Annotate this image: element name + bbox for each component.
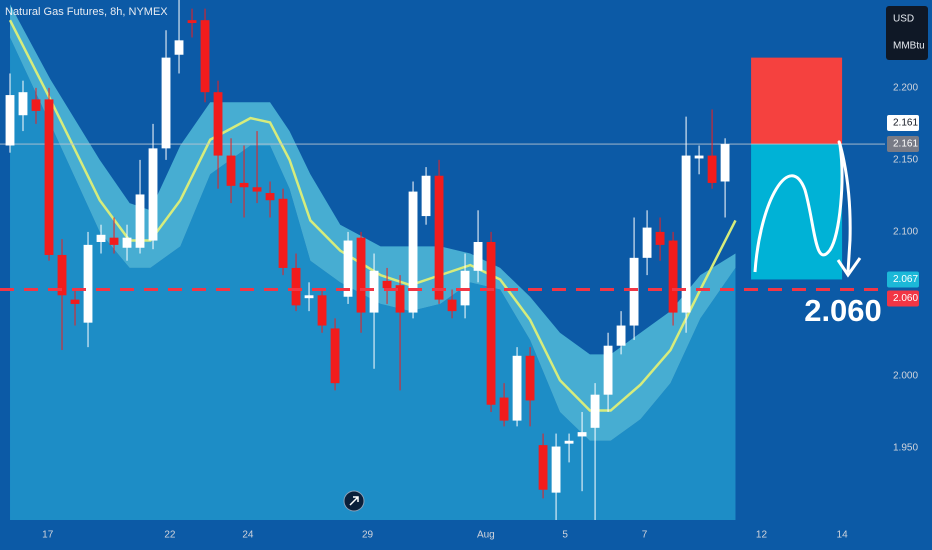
price-label-box: [887, 115, 919, 132]
y-tick-label: 1.950: [893, 443, 918, 454]
candle-body: [538, 445, 548, 490]
candle-body: [382, 280, 392, 289]
price-label-box: [887, 290, 919, 307]
candle-body: [31, 99, 41, 111]
candle-layer: [5, 0, 730, 520]
candle-body: [720, 144, 730, 182]
candle-body: [226, 155, 236, 186]
price-label: 2.060: [893, 293, 918, 304]
candle-body: [5, 95, 15, 146]
candle-body: [252, 187, 262, 192]
candle-body: [642, 227, 652, 258]
candle-body: [603, 345, 613, 395]
candle-body: [83, 244, 93, 323]
currency: USD: [893, 14, 914, 25]
band: [10, 4, 736, 441]
x-tick-label: 24: [242, 530, 254, 541]
candle-body: [421, 175, 431, 217]
y-tick-label: 2.200: [893, 83, 918, 94]
candle-body: [239, 182, 249, 188]
candle-body: [317, 295, 327, 326]
time-scale: [0, 520, 932, 550]
candle-body: [174, 40, 184, 55]
y-tick-label: 2.100: [893, 227, 918, 238]
level-annotation: 2.060: [804, 293, 882, 328]
candle-body: [122, 237, 132, 248]
price-label-box: [887, 136, 919, 153]
chart-title: Natural Gas Futures, 8h, NYMEX: [5, 6, 168, 18]
candle-body: [330, 328, 340, 384]
x-tick-label: 17: [42, 530, 54, 541]
band-fill-below: [10, 37, 736, 520]
candle-body: [109, 237, 119, 245]
candle-body: [57, 254, 67, 296]
x-tick-label: 22: [164, 530, 176, 541]
candle-body: [486, 241, 496, 405]
arrow-head: [836, 257, 862, 278]
x-tick-label: 12: [756, 530, 768, 541]
candle-body: [629, 257, 639, 326]
x-tick-label: 14: [837, 530, 849, 541]
candle-body: [265, 193, 275, 201]
candle-body: [525, 355, 535, 401]
y-tick-label: 2.000: [893, 371, 918, 382]
price-label: 2.067: [893, 274, 918, 285]
candle-body: [395, 285, 405, 313]
candle-body: [655, 231, 665, 245]
candle-body: [291, 267, 301, 306]
x-tick-label: Aug: [477, 530, 495, 541]
y-tick-label: 2.150: [893, 155, 918, 166]
candle-body: [278, 198, 288, 268]
candle-body: [590, 394, 600, 428]
x-tick-label: 5: [562, 530, 568, 541]
candle-body: [668, 240, 678, 313]
candle-body: [44, 99, 54, 255]
x-tick-label: 7: [642, 530, 648, 541]
candle-body: [187, 20, 197, 24]
candle-body: [447, 299, 457, 312]
stop-zone: [751, 57, 843, 145]
candle-body: [408, 191, 418, 313]
candle-body: [499, 397, 509, 421]
curve-arrow: [753, 140, 852, 273]
candle-body: [551, 446, 561, 493]
price-label-box: [887, 271, 919, 288]
annotation-layer: [0, 140, 885, 512]
candle-body: [616, 325, 626, 346]
price-label: 2.161: [893, 139, 918, 150]
candle-body: [135, 194, 145, 248]
candle-body: [369, 270, 379, 313]
price-label: 2.161: [893, 118, 918, 129]
candle-body: [681, 155, 691, 313]
unit: MMBtu: [893, 41, 925, 52]
candle-body: [694, 155, 704, 159]
candle-body: [213, 92, 223, 156]
candle-body: [148, 148, 158, 241]
candle-body: [512, 355, 522, 421]
candle-body: [161, 57, 171, 149]
x-tick-label: 29: [362, 530, 374, 541]
candle-body: [577, 432, 587, 437]
candle-body: [564, 440, 574, 444]
candle-body: [473, 241, 483, 271]
candle-body: [356, 237, 366, 313]
candle-body: [707, 155, 717, 183]
candle-body: [200, 20, 210, 93]
candle-body: [304, 295, 314, 299]
currency-box[interactable]: [886, 6, 928, 60]
candle-body: [70, 299, 80, 304]
candle-body: [434, 175, 444, 300]
replay-icon-arrow: [349, 496, 359, 506]
candle-body: [96, 234, 106, 242]
candle-body: [18, 92, 28, 116]
candle-body: [343, 240, 353, 297]
